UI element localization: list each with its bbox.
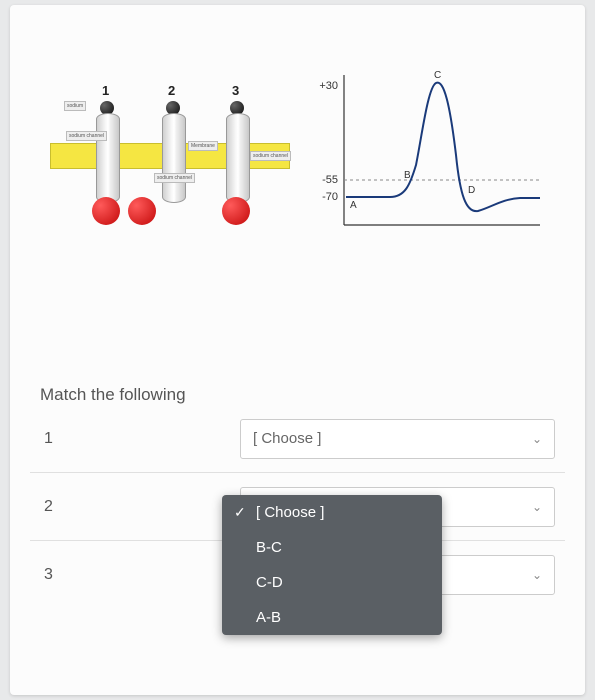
channel-2: 2 Membrane sodium channel	[158, 113, 190, 203]
channel-3-label: 3	[232, 83, 239, 98]
dropdown-popover: ✓ [ Choose ] B-C C-D A-B	[222, 495, 442, 635]
option-label: A-B	[256, 609, 281, 626]
point-c: C	[434, 70, 441, 81]
row-3-label: 3	[40, 566, 240, 584]
row-1-label: 1	[40, 430, 240, 448]
dropdown-option-bc[interactable]: B-C	[222, 530, 442, 565]
figures-row: 1 sodium sodium channel 2 Membrane sodiu…	[30, 65, 565, 245]
ytick-55: -55	[322, 174, 338, 186]
channel-label: sodium channel	[154, 173, 195, 183]
ion-bottom-icon	[222, 197, 250, 225]
action-potential-chart: +30 -55 -70 A B C D	[310, 65, 550, 235]
dropdown-option-cd[interactable]: C-D	[222, 565, 442, 600]
channel-1-label: 1	[102, 83, 109, 98]
option-label: C-D	[256, 574, 283, 591]
match-row-1: 1 [ Choose ] ⌄	[30, 405, 565, 473]
channel-cylinder-icon	[226, 113, 250, 203]
row-2-label: 2	[40, 498, 240, 516]
channel-1: 1 sodium sodium channel	[92, 113, 124, 203]
option-label: B-C	[256, 539, 282, 556]
sodium-label: sodium	[64, 101, 86, 111]
chevron-down-icon: ⌄	[532, 568, 542, 582]
channel-cylinder-icon	[162, 113, 186, 203]
row-1-selected-value: [ Choose ]	[253, 430, 321, 447]
ion-bottom-icon	[92, 197, 120, 225]
chevron-down-icon: ⌄	[532, 432, 542, 446]
channel-3: 3 sodium channel	[222, 113, 254, 203]
ytick-70: -70	[322, 191, 338, 203]
point-d: D	[468, 185, 475, 196]
chevron-down-icon: ⌄	[532, 500, 542, 514]
dropdown-option-choose[interactable]: ✓ [ Choose ]	[222, 495, 442, 530]
point-a: A	[350, 200, 357, 211]
option-label: [ Choose ]	[256, 504, 324, 521]
row-1-select-wrap: [ Choose ] ⌄	[240, 419, 555, 459]
membrane-text: Membrane	[188, 141, 218, 151]
ap-chart-svg: +30 -55 -70 A B C D	[310, 65, 550, 235]
prompt-text: Match the following	[30, 385, 565, 405]
channel-diagram: 1 sodium sodium channel 2 Membrane sodiu…	[50, 65, 290, 245]
channel-label: sodium channel	[250, 151, 291, 161]
point-b: B	[404, 170, 411, 181]
channel-label: sodium channel	[66, 131, 107, 141]
row-1-select[interactable]: [ Choose ] ⌄	[240, 419, 555, 459]
dropdown-option-ab[interactable]: A-B	[222, 600, 442, 635]
question-card: 1 sodium sodium channel 2 Membrane sodiu…	[10, 5, 585, 695]
channel-cylinder-icon	[96, 113, 120, 203]
ion-bottom-icon	[128, 197, 156, 225]
check-icon: ✓	[234, 504, 246, 521]
channel-2-label: 2	[168, 83, 175, 98]
ytick-30: +30	[319, 80, 338, 92]
